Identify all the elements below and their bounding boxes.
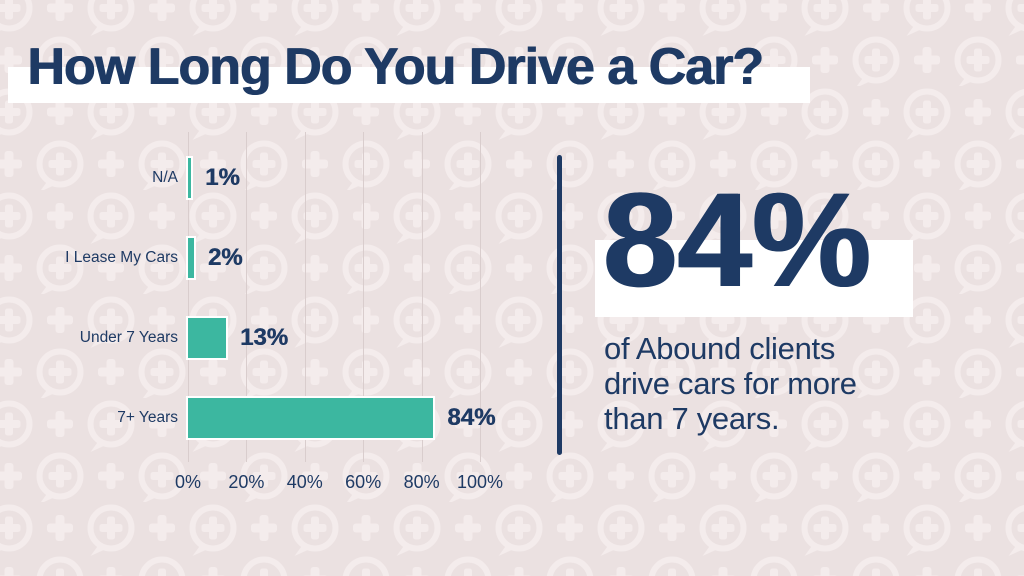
bar <box>186 236 196 280</box>
stat-description-line: of Abound clients <box>604 331 836 366</box>
x-tick-label: 100% <box>456 472 504 492</box>
value-label: 1% <box>205 164 240 191</box>
gridline <box>246 132 248 462</box>
value-label: 13% <box>239 324 288 351</box>
gridline <box>421 132 423 462</box>
category-label: 7+ Years <box>117 409 178 426</box>
x-tick-label: 20% <box>228 472 265 492</box>
stat-highlight-band <box>595 240 913 317</box>
x-tick-label: 80% <box>403 472 440 492</box>
value-label: 84% <box>447 404 496 431</box>
x-tick-label: 60% <box>345 472 382 492</box>
stat-description: of Abound clients drive cars for more th… <box>604 331 857 436</box>
value-label: 2% <box>207 244 243 271</box>
bar <box>185 396 436 440</box>
category-label: Under 7 Years <box>79 329 178 346</box>
x-tick-label: 40% <box>286 472 323 492</box>
category-label: N/A <box>152 169 178 186</box>
stat-description-line: than 7 years. <box>604 401 780 436</box>
x-tick-label: 0% <box>174 472 201 492</box>
title-highlight-banner <box>8 67 810 103</box>
page-title: How Long Do You Drive a Car? <box>27 38 764 96</box>
gridline <box>304 132 306 462</box>
gridline <box>188 132 189 462</box>
gridline <box>480 132 481 462</box>
category-label: I Lease My Cars <box>65 249 178 266</box>
bar-chart: 0% 20% 40% 60% 80% 100% N/A 1% I Lease My Cars 2%… <box>0 130 560 520</box>
stat-value: 84% <box>602 166 871 315</box>
bar <box>186 316 228 360</box>
bar <box>186 156 193 200</box>
stat-description-line: drive cars for more <box>604 366 857 401</box>
gridline <box>363 132 365 462</box>
vertical-divider <box>557 155 562 455</box>
